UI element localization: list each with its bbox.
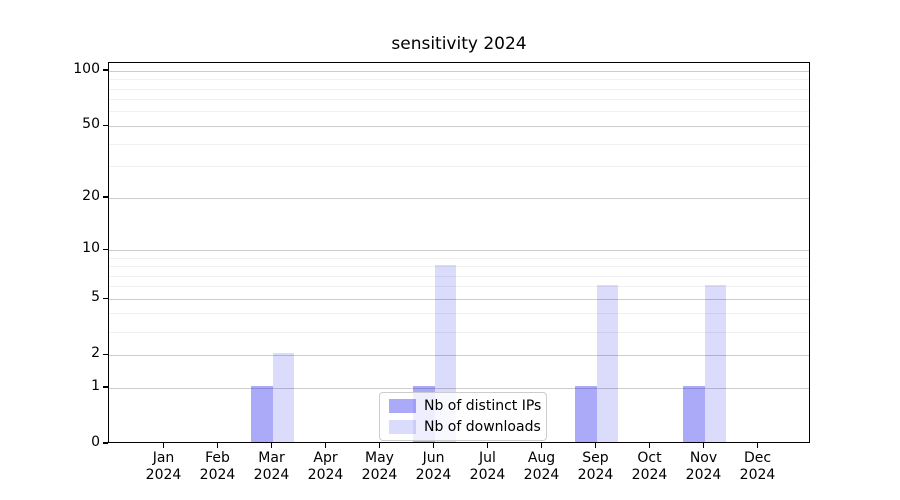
y-tick-mark	[103, 442, 108, 444]
x-tick-year: 2024	[739, 467, 776, 483]
x-tick-mark	[378, 443, 381, 448]
y-tick-mark	[103, 124, 108, 127]
x-tick-year: 2024	[685, 467, 722, 483]
bar-downloads-nov	[704, 284, 726, 442]
x-tick-label-nov: Nov 2024	[674, 450, 734, 484]
x-tick-label-aug: Aug 2024	[512, 450, 572, 484]
legend-swatch-downloads	[389, 420, 416, 434]
x-tick-year: 2024	[631, 467, 668, 483]
x-tick-year: 2024	[469, 467, 506, 483]
x-tick-label-dec: Dec 2024	[728, 450, 788, 484]
x-tick-mark	[324, 443, 327, 448]
x-tick-year: 2024	[577, 467, 614, 483]
x-tick-label-jan: Jan 2024	[134, 450, 194, 484]
major-gridline	[109, 298, 809, 300]
legend-item-downloads: Nb of downloads	[389, 419, 541, 435]
x-tick-mark	[756, 443, 759, 448]
minor-gridline	[109, 257, 809, 259]
x-tick-label-jun: Jun 2024	[404, 450, 464, 484]
x-tick-mark	[648, 443, 651, 448]
bar-distinct-ips-nov	[683, 386, 705, 442]
x-tick-label-oct: Oct 2024	[620, 450, 680, 484]
x-tick-year: 2024	[253, 467, 290, 483]
x-tick-label-jul: Jul 2024	[458, 450, 518, 484]
legend-swatch-distinct-ips	[389, 399, 416, 413]
y-tick-mark	[103, 353, 108, 355]
chart-title: sensitivity 2024	[391, 34, 527, 54]
x-tick-year: 2024	[145, 467, 182, 483]
x-tick-mark	[702, 443, 705, 448]
legend-item-distinct-ips: Nb of distinct IPs	[389, 398, 541, 414]
bar-downloads-mar	[272, 353, 294, 442]
y-tick-label: 100	[73, 61, 100, 78]
y-tick-label: 0	[91, 434, 100, 450]
y-tick-mark	[103, 386, 108, 388]
major-gridline	[109, 125, 809, 127]
minor-gridline	[109, 79, 809, 81]
major-gridline	[109, 197, 809, 199]
y-tick-mark	[103, 196, 108, 198]
x-tick-mark	[486, 443, 489, 448]
x-tick-year: 2024	[523, 467, 560, 483]
minor-gridline	[109, 266, 809, 267]
x-tick-label-feb: Feb 2024	[188, 450, 248, 484]
minor-gridline	[109, 99, 809, 101]
minor-gridline	[109, 143, 809, 145]
x-tick-mark	[216, 443, 219, 448]
major-gridline	[109, 249, 809, 251]
x-tick-mark	[162, 443, 165, 448]
x-tick-label-mar: Mar 2024	[242, 450, 302, 484]
x-tick-mark	[540, 443, 543, 448]
y-tick-mark	[103, 248, 108, 250]
minor-gridline	[109, 313, 809, 315]
legend-label-downloads: Nb of downloads	[424, 419, 541, 435]
major-gridline	[109, 70, 809, 72]
y-tick-label: 5	[91, 289, 100, 306]
y-tick-label: 1	[91, 378, 100, 394]
x-tick-label-may: May 2024	[350, 450, 410, 484]
y-tick-mark	[103, 69, 108, 71]
y-tick-label: 50	[82, 116, 100, 133]
bar-distinct-ips-sep	[575, 386, 597, 442]
x-tick-mark	[594, 443, 597, 448]
x-tick-year: 2024	[415, 467, 452, 483]
y-tick-label: 20	[82, 188, 100, 205]
bar-downloads-sep	[596, 284, 618, 442]
legend: Nb of distinct IPs Nb of downloads	[379, 392, 547, 441]
major-gridline	[109, 354, 809, 356]
minor-gridline	[109, 275, 809, 277]
major-gridline	[109, 387, 809, 389]
minor-gridline	[109, 88, 809, 90]
y-tick-label: 10	[82, 240, 100, 257]
plot-area: Nb of distinct IPs Nb of downloads	[108, 62, 810, 443]
x-tick-label-sep: Sep 2024	[566, 450, 626, 484]
y-tick-label: 2	[91, 345, 100, 362]
minor-gridline	[109, 286, 809, 288]
minor-gridline	[109, 166, 809, 168]
y-tick-mark	[103, 297, 108, 299]
minor-gridline	[109, 111, 809, 113]
minor-gridline	[109, 331, 809, 333]
x-tick-year: 2024	[199, 467, 236, 483]
x-tick-year: 2024	[307, 467, 344, 483]
x-tick-label-apr: Apr 2024	[296, 450, 356, 484]
x-tick-mark	[270, 443, 273, 448]
legend-label-distinct-ips: Nb of distinct IPs	[424, 398, 542, 414]
bar-distinct-ips-mar	[251, 386, 273, 442]
x-tick-year: 2024	[361, 467, 398, 483]
x-tick-mark	[432, 443, 435, 448]
